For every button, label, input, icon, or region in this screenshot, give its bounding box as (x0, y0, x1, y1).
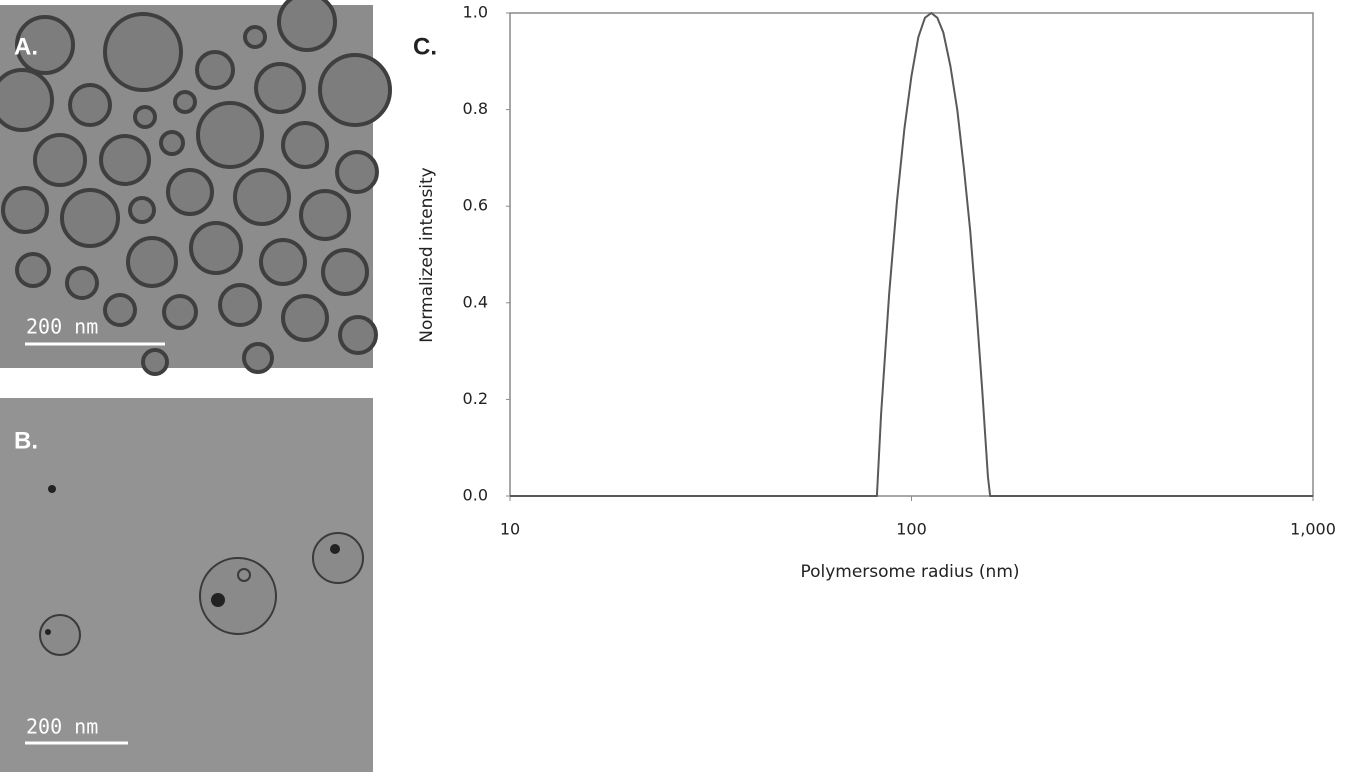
panel-label: C. (413, 33, 437, 60)
plot-frame (509, 12, 1314, 497)
x-tick-label: 1,000 (1290, 520, 1336, 539)
y-axis-title: Normalized intensity (417, 167, 437, 343)
y-tick-label: 0.4 (463, 292, 488, 311)
panel-label: B. (14, 427, 38, 454)
vesicles (0, 0, 392, 376)
y-tick-label: 0.6 (463, 196, 488, 215)
micrograph-a: 200 nm A. (0, 0, 392, 376)
scale-bar-label: 200 nm (26, 715, 98, 739)
dense-particles (45, 485, 340, 635)
scale-bar-label: 200 nm (26, 315, 98, 339)
y-tick-label: 0.8 (463, 99, 488, 118)
data-line (510, 12, 1313, 497)
x-tick-label: 100 (896, 520, 927, 539)
micrograph-b: 200 nm B. (0, 398, 373, 772)
vesicles (39, 532, 364, 656)
y-tick-label: 1.0 (463, 3, 488, 22)
y-tick-label: 0.2 (463, 389, 488, 408)
x-axis-title: Polymersome radius (nm) (800, 562, 1019, 582)
y-tick-label: 0.0 (463, 486, 488, 505)
micrograph-background (0, 398, 373, 772)
panel-label: A. (14, 33, 38, 60)
x-tick-label: 10 (500, 520, 520, 539)
